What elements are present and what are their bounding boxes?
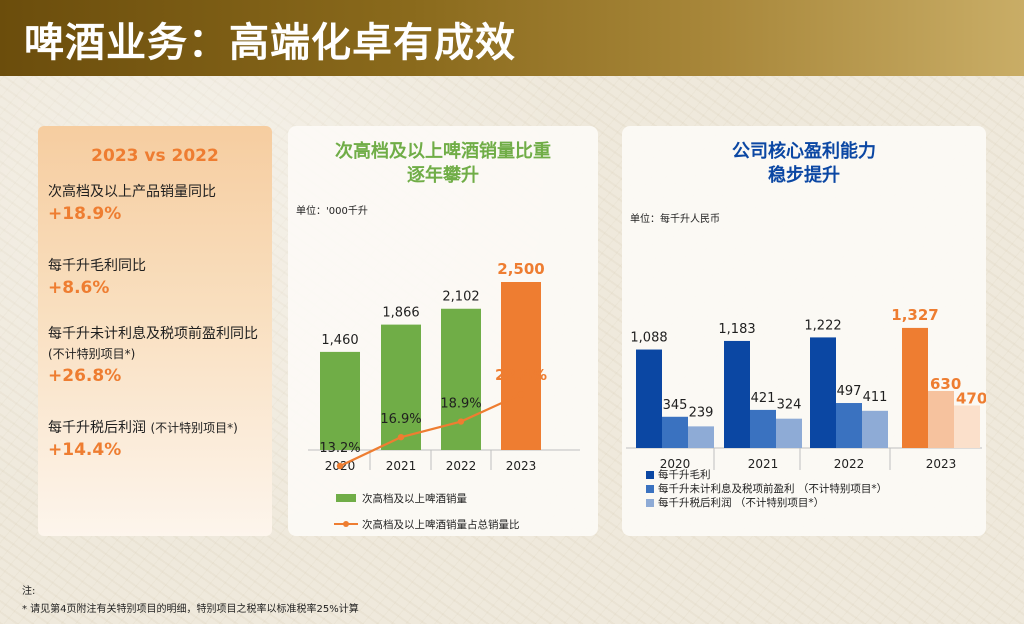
summary-item-gross-profit: 每千升毛利同比 +8.6% — [48, 256, 272, 300]
summary-item-label: 每千升税后利润 (不计特别项目*) — [48, 418, 272, 438]
summary-item-value: +26.8% — [48, 366, 122, 386]
premium-volume-chart: 1,46020201,86620212,10220222,500202313.2… — [308, 260, 580, 531]
chart2-bar-net-profit-2023 — [954, 405, 980, 448]
summary-item-label: 次高档及以上产品销量同比 — [48, 184, 216, 200]
chart2-x-tick-2023: 2023 — [926, 457, 957, 471]
chart1-unit: 单位：'000千升 — [296, 206, 368, 217]
chart1-share-point-2021 — [397, 433, 405, 441]
chart1-share-label-2022: 18.9% — [440, 397, 481, 412]
chart1-bar-2020 — [320, 351, 360, 450]
chart1-legend-bar-label: 次高档及以上啤酒销量 — [362, 492, 467, 505]
chart2-x-tick-2021: 2021 — [748, 457, 779, 471]
chart2-bar-gross-profit-2022 — [810, 337, 836, 448]
chart2-x-tick-2020: 2020 — [660, 457, 691, 471]
chart2-bar-label-net-profit-2020: 239 — [689, 405, 714, 420]
chart1-legend-line-marker — [343, 521, 349, 527]
chart2-bar-label-ebit-2022: 497 — [837, 384, 862, 399]
summary-item-note: (不计特别项目*) — [150, 421, 238, 435]
chart1-share-line — [339, 393, 522, 467]
chart2-unit: 单位：每千升人民币 — [630, 214, 720, 225]
summary-item-premium-volume: 次高档及以上产品销量同比 +18.9% — [48, 182, 272, 226]
profitability-chart-card: 公司核心盈利能力 稳步提升 单位：每千升人民币 1,088 345 239 2020 1… — [622, 126, 986, 536]
chart1-bar-label-2022: 2,102 — [442, 290, 479, 305]
chart2-bar-net-profit-2020 — [688, 426, 714, 448]
title-bar: 啤酒业务：高端化卓有成效 — [0, 0, 1024, 76]
summary-item-label-text: 每千升未计利息及税项前盈利同比 — [48, 326, 258, 342]
chart1-share-label-2021: 16.9% — [380, 412, 421, 427]
page-title: 啤酒业务：高端化卓有成效 — [24, 20, 516, 66]
chart1-bar-2023 — [501, 282, 541, 450]
chart1-bar-label-2023: 2,500 — [497, 260, 544, 278]
chart2-bar-gross-profit-2021 — [724, 340, 750, 448]
chart2-bar-label-net-profit-2022: 411 — [863, 390, 888, 405]
summary-item-label: 每千升未计利息及税项前盈利同比 (不计特别项目*) — [48, 324, 272, 364]
chart2-bar-ebit-2021 — [750, 409, 776, 448]
chart1-title-line1: 次高档及以上啤酒销量比重 — [335, 141, 551, 162]
summary-item-note: (不计特别项目*) — [48, 347, 136, 361]
chart2-legend-label-ebit: 每千升未计利息及税项前盈利 （不计特别项目*） — [658, 482, 887, 495]
chart2-bar-ebit-2023 — [928, 390, 954, 448]
summary-item-value: +18.9% — [48, 204, 122, 224]
chart2-x-tick-2022: 2022 — [834, 457, 865, 471]
premium-volume-chart-card: 次高档及以上啤酒销量比重 逐年攀升 单位：'000千升 1,46020201,8… — [288, 126, 598, 536]
chart1-legend-bar-swatch — [336, 494, 356, 502]
chart2-legend-label-gross-profit: 每千升毛利 — [658, 468, 711, 481]
chart1-share-point-2022 — [457, 418, 465, 425]
chart2-bar-ebit-2020 — [662, 416, 688, 448]
chart2-bar-label-gross-profit-2020: 1,088 — [630, 331, 667, 346]
summary-card: 2023 vs 2022 次高档及以上产品销量同比 +18.9% 每千升毛利同比… — [38, 126, 272, 536]
summary-item-net-profit: 每千升税后利润 (不计特别项目*) +14.4% — [48, 418, 272, 462]
chart2-bar-label-gross-profit-2022: 1,222 — [804, 318, 841, 333]
chart2-legend-swatch-net-profit — [646, 499, 654, 507]
chart2-legend-swatch-ebit — [646, 485, 654, 493]
chart1-share-point-2020 — [336, 462, 344, 470]
chart1-bar-label-2021: 1,866 — [382, 306, 419, 321]
chart2-bar-label-net-profit-2023: 470 — [956, 389, 986, 407]
chart2-bar-gross-profit-2020 — [636, 349, 662, 448]
chart1-title-line2: 逐年攀升 — [407, 165, 479, 186]
chart2-bar-net-profit-2021 — [776, 418, 802, 448]
chart2-bar-label-net-profit-2021: 324 — [777, 398, 802, 413]
footnote-text: * 请见第4页附注有关特别项目的明细，特别项目之税率以标准税率25%计算 — [22, 604, 359, 615]
summary-item-label-text: 每千升税后利润 — [48, 420, 146, 436]
chart1-share-label-2020: 13.2% — [319, 441, 360, 456]
chart2-bar-net-profit-2022 — [862, 410, 888, 448]
footnote-label: 注: — [22, 586, 36, 597]
chart1-bar-label-2020: 1,460 — [321, 333, 358, 348]
chart1-legend-line-label: 次高档及以上啤酒销量占总销量比 — [362, 518, 520, 531]
summary-item-value: +14.4% — [48, 440, 122, 460]
chart1-share-point-2023 — [517, 391, 525, 398]
chart1-title: 次高档及以上啤酒销量比重 逐年攀升 — [288, 140, 598, 188]
chart2-bar-label-gross-profit-2021: 1,183 — [718, 322, 755, 337]
chart2-bar-label-ebit-2023: 630 — [930, 375, 961, 393]
summary-header: 2023 vs 2022 — [91, 146, 219, 166]
chart2-legend-swatch-gross-profit — [646, 471, 654, 479]
chart1-bar-2022 — [441, 308, 481, 450]
chart2-bar-label-ebit-2020: 345 — [663, 398, 688, 413]
summary-item-value: +8.6% — [48, 278, 110, 298]
chart1-share-label-2023: 22.4% — [495, 366, 547, 384]
chart1-x-tick-2021: 2021 — [386, 459, 417, 473]
chart1-x-tick-2023: 2023 — [506, 459, 537, 473]
chart2-bar-label-gross-profit-2023: 1,327 — [891, 306, 938, 324]
chart2-bar-gross-profit-2023 — [902, 327, 928, 448]
summary-item-ebit: 每千升未计利息及税项前盈利同比 (不计特别项目*) +26.8% — [48, 324, 272, 388]
chart2-legend-label-net-profit: 每千升税后利润 （不计特别项目*） — [658, 496, 824, 509]
summary-item-label: 每千升毛利同比 — [48, 258, 146, 274]
chart2-title-line2: 稳步提升 — [768, 165, 840, 186]
chart1-bar-2021 — [381, 324, 421, 450]
chart1-x-tick-2022: 2022 — [446, 459, 477, 473]
chart2-bar-ebit-2022 — [836, 403, 862, 448]
chart2-bar-label-ebit-2021: 421 — [751, 391, 776, 406]
chart2-title: 公司核心盈利能力 稳步提升 — [622, 140, 986, 188]
chart2-title-line1: 公司核心盈利能力 — [732, 141, 876, 162]
